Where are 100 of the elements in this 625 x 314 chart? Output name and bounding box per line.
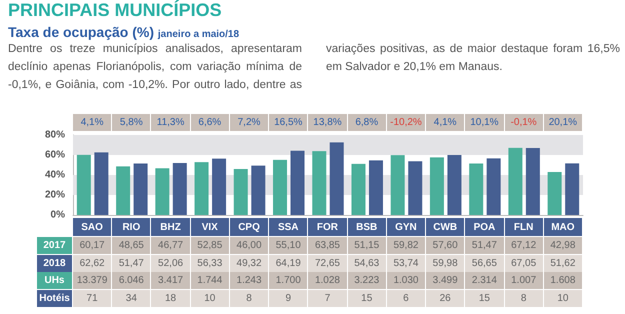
y-tick-label: 40%	[44, 170, 66, 180]
x-tick-label: GYN	[386, 218, 426, 236]
text: 1.030	[386, 272, 426, 289]
bar	[486, 158, 501, 215]
text: 8	[230, 290, 270, 306]
chart-title: PRINCIPAIS MUNICÍPIOS	[8, 0, 222, 21]
text: -10,2%	[386, 114, 426, 131]
bar	[194, 162, 209, 215]
bar	[526, 148, 540, 215]
bar	[390, 155, 405, 215]
bar	[469, 164, 484, 215]
data-label: 67,12	[504, 237, 544, 254]
text: 10	[190, 290, 230, 306]
text: 1.744	[190, 272, 230, 289]
y-tick-label: 0%	[50, 210, 66, 220]
bar	[116, 166, 130, 215]
text: 1.608	[544, 272, 583, 289]
bar	[76, 154, 91, 215]
bar	[368, 160, 383, 215]
text: 2.314	[465, 272, 505, 289]
data-label: 60,17	[73, 237, 112, 254]
data-label: 56,65	[465, 254, 505, 272]
text: 6,6%	[190, 114, 230, 131]
data-label: 59,98	[426, 254, 466, 272]
data-label: 57,60	[426, 237, 466, 254]
text: 1.028	[308, 272, 348, 289]
text: 3.499	[426, 272, 466, 289]
x-tick-label: BSB	[348, 218, 387, 236]
text: 20,1%	[544, 114, 583, 131]
data-label: 67,05	[504, 254, 544, 272]
text: 2017	[37, 237, 73, 254]
data-label: 64,19	[269, 254, 308, 272]
text: 34	[112, 290, 152, 306]
text: 11,3%	[151, 114, 191, 131]
text: 3.223	[348, 272, 387, 289]
data-label: 51,47	[465, 237, 505, 254]
bar	[94, 152, 108, 215]
y-tick-label: 60%	[44, 150, 66, 160]
text: 6,8%	[348, 114, 387, 131]
text: 15	[348, 290, 387, 306]
x-tick-label: CWB	[426, 218, 466, 236]
bar	[330, 142, 344, 215]
y-tick-label: 20%	[44, 190, 66, 200]
bar	[351, 164, 366, 215]
text: 5,8%	[112, 114, 152, 131]
data-label: 49,32	[230, 254, 270, 272]
text: 71	[73, 290, 112, 306]
bar	[312, 151, 326, 215]
text: 3.417	[151, 272, 191, 289]
text: 26	[426, 290, 466, 306]
text: 15	[465, 290, 505, 306]
text: 4,1%	[73, 114, 112, 131]
data-label: 54,63	[348, 254, 387, 272]
x-tick-label: MAO	[544, 218, 583, 236]
data-label: 59,82	[386, 237, 426, 254]
text: 13,8%	[308, 114, 348, 131]
text: 10	[544, 290, 583, 306]
data-label: 55,10	[269, 237, 308, 254]
text: 8	[504, 290, 544, 306]
data-label: 52,85	[190, 237, 230, 254]
x-tick-label: CPQ	[230, 218, 270, 236]
bar	[290, 150, 305, 215]
y-tick-label: 80%	[44, 130, 66, 140]
bar	[408, 161, 422, 215]
bar	[548, 172, 562, 215]
data-label: 53,74	[386, 254, 426, 272]
x-tick-label: FLN	[504, 218, 544, 236]
text: Dentre os treze municípios analisados, apresentaram declínio apenas Florianópolis, com variação mínima de -0,1%, e Goiânia, com -10,2%. Por outro lado, dentre as variações positivas, as de maior destaque foram 16,5% em Salvador e 20,1% em Manaus.	[8, 43, 620, 91]
bar	[155, 168, 170, 215]
text: UHs	[37, 272, 73, 289]
data-label: 42,98	[544, 237, 583, 254]
bar	[212, 158, 226, 215]
text: 13.379	[73, 272, 112, 289]
data-label: 51,15	[348, 237, 387, 254]
data-label: 51,62	[544, 254, 583, 272]
x-tick-label: FOR	[308, 218, 348, 236]
x-tick-label: VIX	[190, 218, 230, 236]
text: -0,1%	[504, 114, 544, 131]
text: 1.007	[504, 272, 544, 289]
bar	[508, 148, 522, 215]
text: 7	[308, 290, 348, 306]
data-label: 46,00	[230, 237, 270, 254]
chart-subtitle: Taxa de ocupação (%)	[8, 24, 154, 40]
bar	[430, 157, 444, 215]
bar	[134, 164, 148, 215]
data-label: 52,06	[151, 254, 191, 272]
x-tick-label: SSA	[269, 218, 308, 236]
text: 6.046	[112, 272, 152, 289]
text: 1.700	[269, 272, 308, 289]
text: 9	[269, 290, 308, 306]
data-label: 63,85	[308, 237, 348, 254]
bar	[447, 155, 462, 215]
text: 6	[386, 290, 426, 306]
bar	[234, 169, 248, 215]
text: Hotéis	[37, 290, 73, 306]
bar	[273, 160, 288, 215]
data-label: 51,47	[112, 254, 152, 272]
data-label: 46,77	[151, 237, 191, 254]
data-label: 56,33	[190, 254, 230, 272]
text: 4,1%	[426, 114, 466, 131]
